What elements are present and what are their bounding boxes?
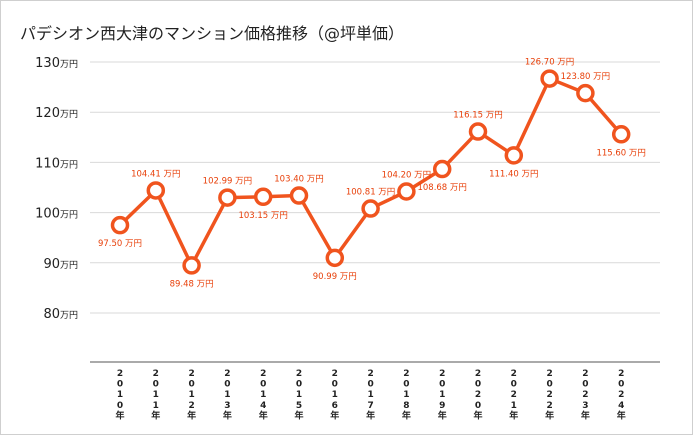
data-label: 103.15 万円 [238,211,287,221]
y-tick-label-80: 80万円 [43,307,78,322]
data-point [146,181,166,200]
data-point [397,182,416,201]
data-point [289,186,309,205]
data-label: 89.48 万円 [170,279,214,289]
series-line [118,76,623,268]
data-point [361,199,380,218]
data-label: 102.99 万円 [203,177,252,187]
data-point [432,159,452,179]
data-point [468,122,488,141]
data-point [218,188,237,207]
data-point [576,83,595,103]
data-point [611,125,631,144]
data-label: 90.99 万円 [313,272,357,282]
data-label: 100.81 万円 [346,188,395,198]
data-point [504,146,524,165]
chart-title: パデシオン西大津のマンション価格推移（@坪単価） [20,24,405,43]
data-label: 126.70 万円 [525,58,574,68]
data-point [253,187,273,207]
y-tick-label-110: 110万円 [35,156,78,171]
data-label: 104.20 万円 [382,171,431,181]
y-tick-label-120: 120万円 [35,106,78,121]
data-label: 97.50 万円 [98,239,142,249]
data-point [325,248,345,268]
data-label: 108.68 万円 [417,183,466,193]
data-label: 123.80 万円 [561,72,610,82]
y-tick-label-100: 100万円 [35,207,78,222]
data-label: 111.40 万円 [489,169,538,179]
data-point [110,215,130,235]
data-label: 116.15 万円 [453,111,502,121]
data-label: 104.41 万円 [131,169,180,179]
data-point [540,69,559,88]
data-label: 115.60 万円 [596,148,645,158]
y-tick-label-90: 90万円 [43,257,78,272]
data-point [182,256,201,275]
y-tick-label-130: 130万円 [35,56,78,71]
data-label: 103.40 万円 [274,175,323,185]
